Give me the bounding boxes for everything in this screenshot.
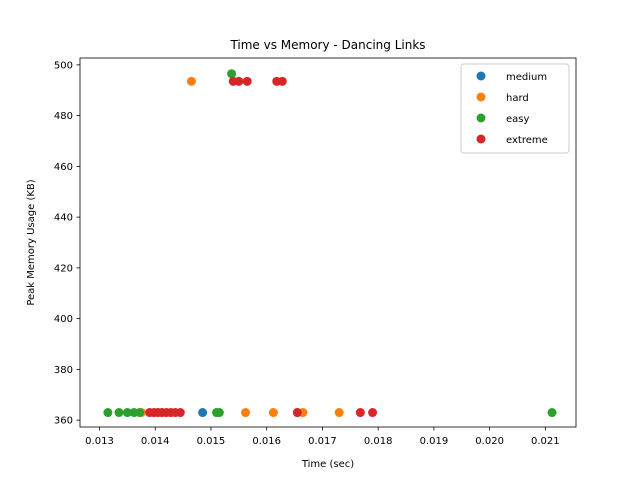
data-point-extreme-1 [234,76,244,86]
data-point-hard-5 [334,408,344,418]
data-point-easy-7 [214,408,224,418]
x-tick-label: 0.014 [141,436,170,447]
x-tick-label: 0.020 [475,436,504,447]
x-tick-label: 0.015 [197,436,226,447]
x-tick-label: 0.017 [308,436,337,447]
points-layer [103,69,557,418]
data-point-extreme-15 [368,408,378,418]
legend: medium hard easy extreme [460,63,570,154]
x-axis: 0.013 0.014 0.015 0.016 0.017 0.018 0.019 0.020… [85,427,560,447]
x-tick-label: 0.018 [364,436,393,447]
legend-label-medium: medium [506,72,547,83]
data-point-extreme-14 [355,408,365,418]
y-tick-label: 460 [54,162,73,173]
y-tick-label: 420 [54,263,73,274]
legend-label-extreme: extreme [506,135,548,146]
data-point-hard-3 [268,408,278,418]
data-point-easy-3 [122,408,132,418]
data-point-easy-1 [103,408,113,418]
data-point-easy-2 [114,408,124,418]
y-tick-label: 480 [54,111,73,122]
data-point-easy-5 [135,408,145,418]
chart-title: Time vs Memory - Dancing Links [229,38,425,52]
legend-marker-hard [476,92,486,102]
y-tick-label: 360 [54,416,73,427]
legend-marker-easy [476,113,486,123]
plot-frame [79,57,577,428]
y-tick-label: 400 [54,314,73,325]
data-point-extreme-12 [175,408,185,418]
data-point-extreme-2 [242,76,252,86]
y-axis: 360 380 400 420 440 460 480 500 [54,60,80,427]
legend-box [460,63,570,154]
data-point-hard-0 [186,76,196,86]
data-point-easy-8 [547,408,557,418]
x-tick-label: 0.019 [420,436,449,447]
x-tick-label: 0.021 [531,436,560,447]
legend-marker-extreme [476,134,486,144]
legend-marker-medium [476,71,486,81]
data-point-hard-2 [241,408,251,418]
legend-label-easy: easy [506,114,529,125]
legend-label-hard: hard [506,93,529,104]
data-point-medium-0 [198,408,208,418]
y-axis-title: Peak Memory Usage (KB) [26,179,37,305]
y-tick-label: 500 [54,60,73,71]
y-tick-label: 380 [54,365,73,376]
data-point-extreme-4 [277,76,287,86]
data-point-easy-0 [227,69,237,79]
x-tick-label: 0.013 [85,436,114,447]
x-axis-title: Time (sec) [301,459,354,470]
data-point-extreme-13 [292,408,302,418]
x-tick-label: 0.016 [252,436,281,447]
y-tick-label: 440 [54,213,73,224]
